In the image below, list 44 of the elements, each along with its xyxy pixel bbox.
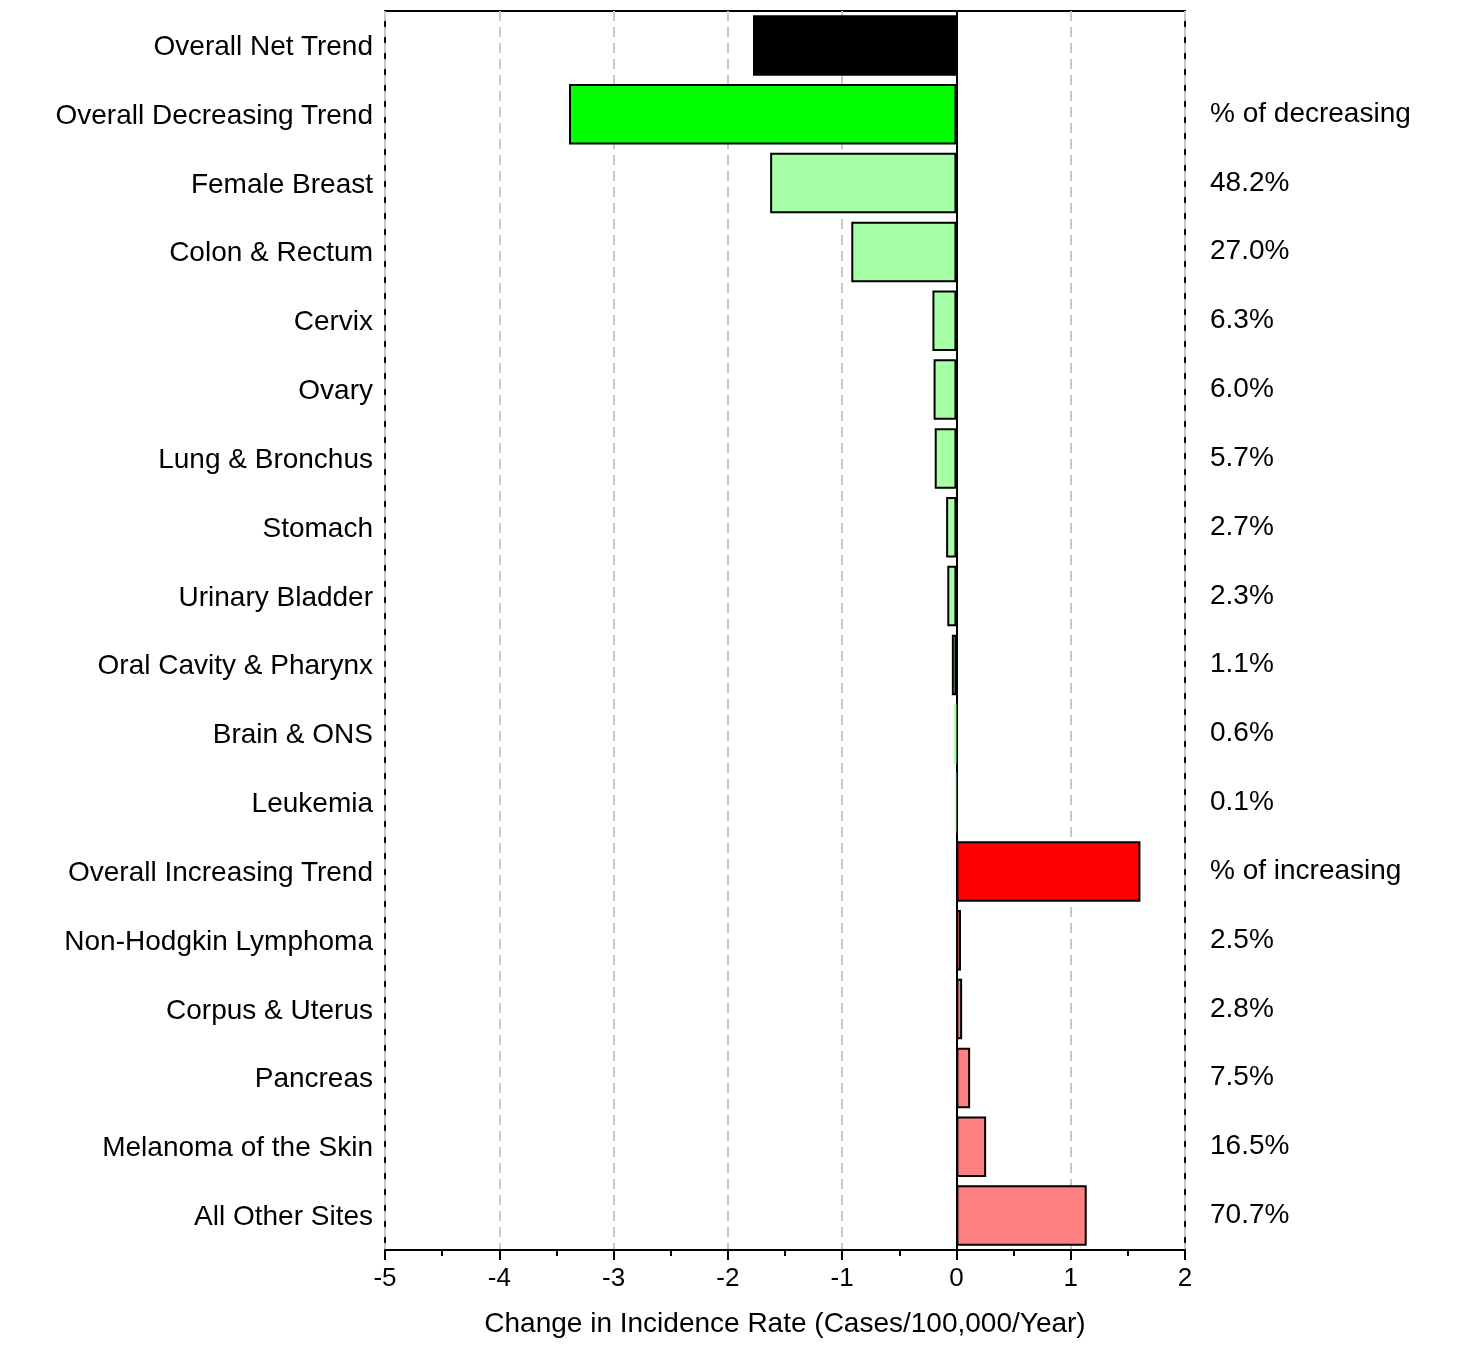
y-tick-label: Lung & Bronchus: [158, 442, 373, 474]
y-tick-label: Oral Cavity & Pharynx: [97, 649, 373, 681]
text: 27.0%: [1210, 234, 1290, 266]
text: 2.8%: [1210, 991, 1274, 1023]
y-tick-label: Overall Net Trend: [153, 29, 373, 61]
x-tick-label: 0: [949, 1262, 964, 1292]
x-tick-label: 1: [1063, 1262, 1078, 1292]
x-tick-label: -1: [830, 1262, 854, 1292]
text: % of increasing: [1210, 853, 1402, 885]
text: 70.7%: [1210, 1198, 1290, 1230]
y-tick-label: Corpus & Uterus: [166, 993, 373, 1025]
y-tick-label: Leukemia: [251, 787, 374, 819]
text: 7.5%: [1210, 1060, 1274, 1092]
x-axis-title: Change in Incidence Rate (Cases/100,000/Year): [484, 1306, 1086, 1338]
text: 2.5%: [1210, 922, 1274, 954]
text: 6.0%: [1210, 372, 1274, 404]
text: 5.7%: [1210, 440, 1274, 472]
text: 0.1%: [1210, 785, 1274, 817]
text: 1.1%: [1210, 647, 1274, 679]
x-tick-label: 2: [1177, 1262, 1193, 1292]
y-tick-label: Overall Decreasing Trend: [55, 98, 373, 130]
y-tick-label: Colon & Rectum: [169, 236, 373, 268]
y-tick-label: Non-Hodgkin Lymphoma: [64, 924, 374, 956]
y-tick-label: Cervix: [293, 305, 373, 337]
y-tick-label: All Other Sites: [194, 1200, 373, 1232]
y-tick-label: Pancreas: [254, 1062, 373, 1094]
y-tick-label: Stomach: [262, 511, 373, 543]
y-tick-label: Urinary Bladder: [178, 580, 373, 612]
text: % of decreasing: [1210, 96, 1411, 128]
text: 16.5%: [1210, 1129, 1290, 1161]
y-tick-label: Overall Increasing Trend: [67, 855, 373, 887]
x-tick-label: -3: [602, 1262, 626, 1292]
text: 6.3%: [1210, 303, 1274, 335]
text: 48.2%: [1210, 165, 1290, 197]
y-tick-label: Melanoma of the Skin: [102, 1131, 373, 1163]
text: 2.7%: [1210, 509, 1274, 541]
y-tick-label: Brain & ONS: [212, 718, 373, 750]
y-tick-label: Ovary: [298, 374, 373, 406]
x-tick-label: -2: [716, 1262, 740, 1292]
text: 2.3%: [1210, 578, 1274, 610]
x-tick-label: -4: [487, 1262, 511, 1292]
x-tick-label: -5: [373, 1262, 397, 1292]
text: 0.6%: [1210, 716, 1274, 748]
y-tick-label: Female Breast: [190, 167, 374, 199]
